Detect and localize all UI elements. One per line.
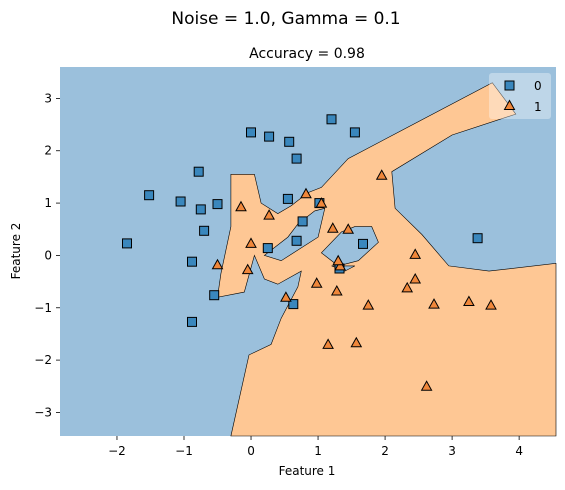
y-tick-label: 1: [44, 196, 52, 210]
y-tick-label: 3: [44, 91, 52, 105]
point-class-1-4: [211, 258, 224, 270]
point-class-1-22: [463, 295, 475, 306]
x-axis-label: Feature 1: [279, 464, 336, 478]
point-class-1-1: [241, 263, 254, 275]
legend-box: [489, 73, 551, 119]
y-tick-label: −1: [34, 301, 52, 315]
point-class-0-6: [212, 199, 223, 210]
point-class-1-24: [332, 254, 345, 266]
chart-title: Accuracy = 0.98: [249, 46, 365, 62]
plot-area: [60, 67, 557, 437]
chart-suptitle: Noise = 1.0, Gamma = 0.1: [171, 9, 400, 29]
point-class-1-8: [310, 277, 323, 288]
point-class-0-10: [246, 127, 256, 138]
point-class-1-0: [235, 200, 247, 212]
point-class-1-6: [300, 187, 312, 199]
point-class-0-11: [264, 131, 275, 142]
point-class-0-1: [144, 190, 155, 201]
point-class-0-2: [175, 196, 186, 207]
point-class-1-19: [409, 272, 422, 284]
point-class-0-14: [282, 193, 293, 204]
region-class-1: [217, 82, 557, 437]
point-class-0-20: [326, 114, 337, 125]
point-class-0-16: [291, 235, 302, 246]
point-class-0-5: [199, 225, 210, 236]
x-tick-label: 2: [381, 444, 389, 458]
point-class-1-21: [420, 380, 433, 391]
point-class-1-13: [322, 338, 334, 349]
point-class-0-13: [291, 153, 302, 164]
point-class-0-17: [297, 216, 308, 227]
point-class-1-18: [409, 248, 422, 259]
y-tick-label: −3: [34, 405, 52, 419]
point-class-0-22: [358, 238, 368, 249]
point-class-1-11: [334, 259, 347, 271]
point-class-1-12: [342, 223, 355, 234]
point-class-1-15: [362, 299, 375, 310]
point-class-1-14: [350, 336, 363, 348]
y-tick-label: −2: [34, 353, 52, 367]
point-class-1-2: [245, 237, 257, 248]
point-class-0-0: [122, 238, 132, 249]
point-class-1-17: [401, 281, 414, 293]
point-class-1-7: [315, 197, 328, 208]
point-class-0-7: [209, 290, 220, 301]
x-tick-label: −1: [175, 444, 193, 458]
point-class-0-9: [187, 316, 197, 327]
y-tick-label: 0: [44, 248, 52, 262]
point-class-1-5: [280, 291, 292, 302]
legend-label-1: 1: [534, 100, 542, 114]
x-tick-label: 1: [314, 444, 322, 458]
point-class-0-12: [284, 136, 295, 147]
y-axis-label: Feature 2: [9, 223, 23, 280]
point-class-1-20: [428, 298, 440, 309]
point-class-1-9: [326, 222, 339, 233]
y-tick-label: 2: [44, 144, 52, 158]
x-tick-label: 3: [448, 444, 456, 458]
point-class-1-23: [485, 299, 497, 310]
point-class-0-8: [187, 256, 197, 267]
legend: 0 1: [489, 73, 551, 119]
point-class-0-21: [349, 127, 360, 138]
point-class-0-4: [195, 204, 206, 215]
point-class-0-15: [262, 243, 273, 254]
y-axis-ticks: −3 −2 −1 0 1 2 3: [34, 91, 60, 419]
point-class-1-3: [263, 209, 275, 220]
point-class-0-24: [472, 233, 483, 244]
legend-square-marker: [504, 80, 515, 91]
point-class-0-3: [193, 166, 204, 177]
series-1-points: [211, 169, 497, 391]
legend-label-0: 0: [534, 79, 542, 93]
point-class-0-18: [288, 299, 299, 310]
point-class-1-16: [375, 169, 388, 180]
x-tick-label: −2: [108, 444, 126, 458]
x-tick-label: 4: [515, 444, 523, 458]
point-class-1-10: [330, 284, 343, 296]
x-axis-ticks: −2 −1 0 1 2 3 4: [108, 436, 523, 458]
x-tick-label: 0: [247, 444, 255, 458]
legend-triangle-marker: [503, 99, 516, 110]
